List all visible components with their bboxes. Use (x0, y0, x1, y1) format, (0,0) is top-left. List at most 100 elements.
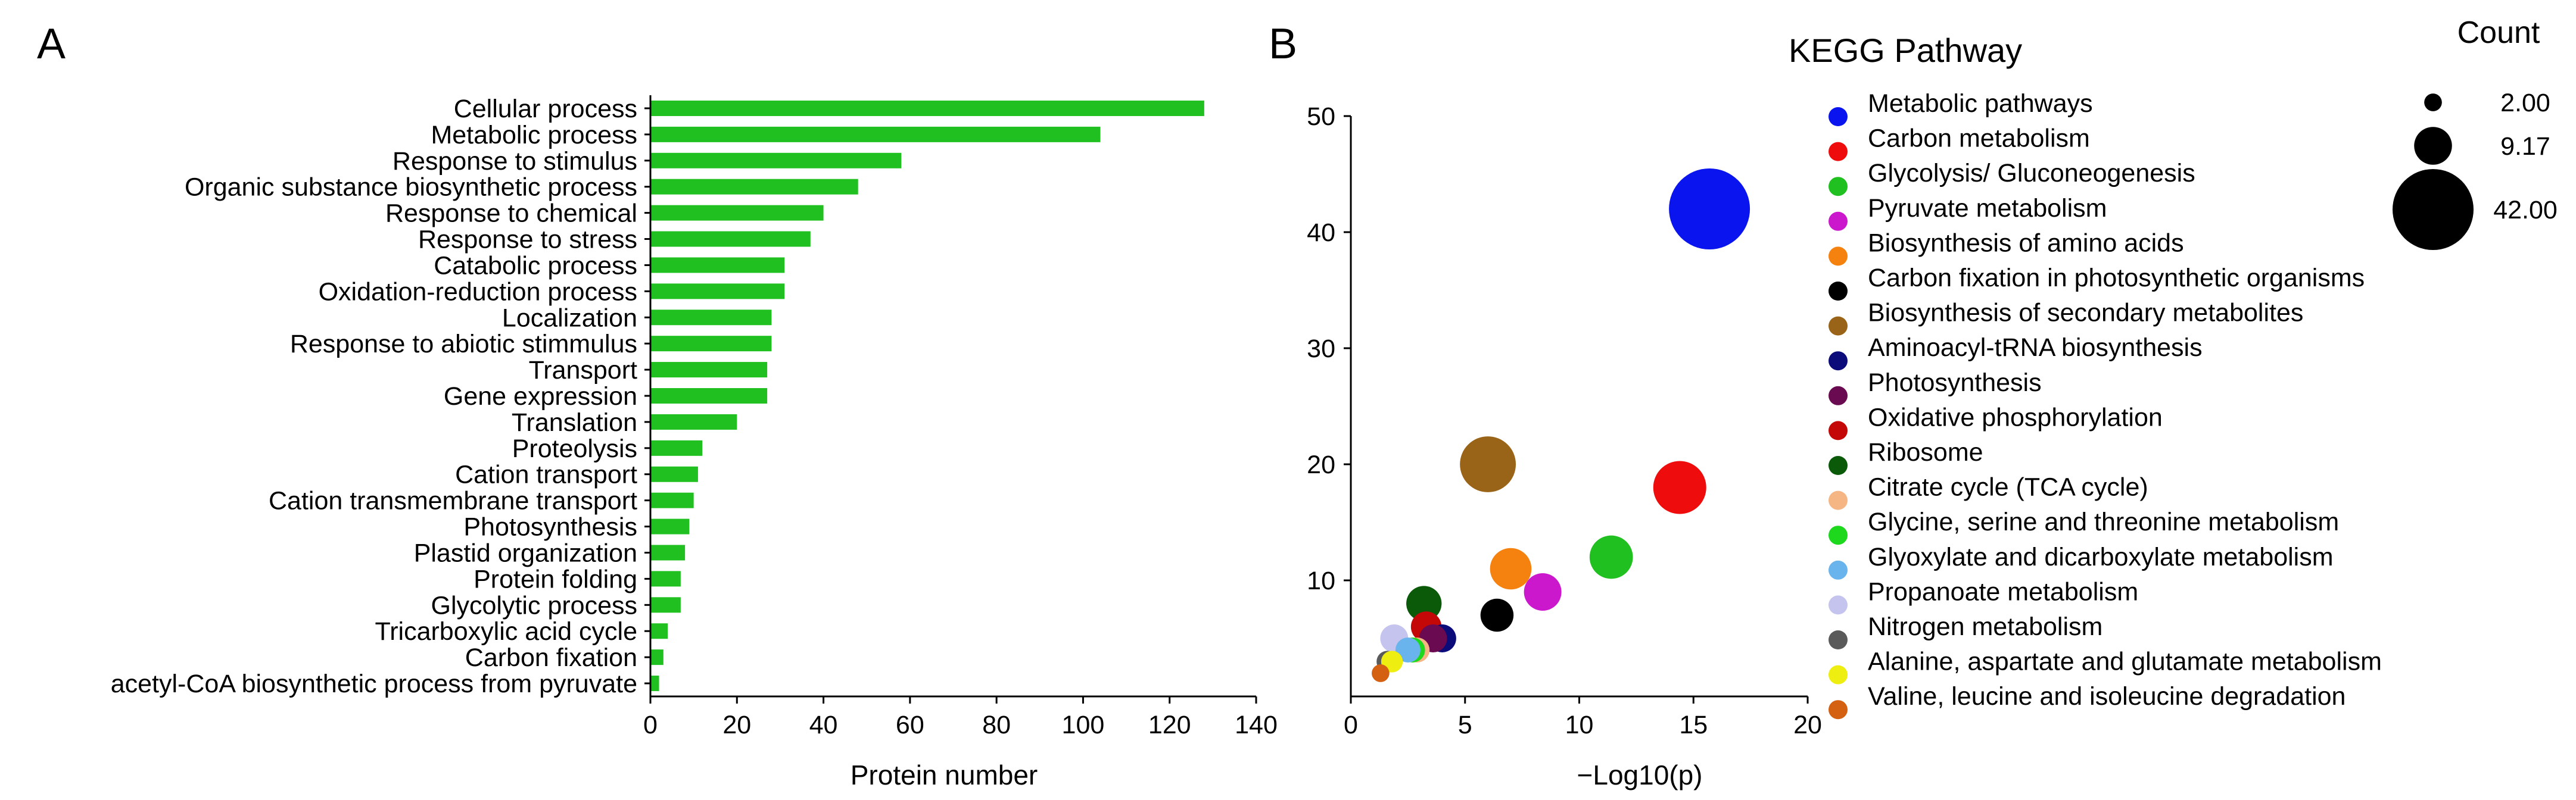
legend-label: Glycolysis/ Gluconeogenesis (1868, 159, 2195, 188)
panel-a-label: A (37, 20, 66, 68)
bar (651, 310, 772, 326)
category-label: Plastid organization (414, 539, 637, 567)
category-label: acetyl-CoA biosynthetic process from pyr… (111, 670, 637, 698)
bubble-point (1490, 548, 1532, 590)
bar (651, 414, 737, 430)
legend-marker (1829, 421, 1848, 440)
count-legend-title: Count (2457, 15, 2540, 50)
panel-b-x-tick-label: 20 (1793, 711, 1822, 739)
panel-a-x-tick-label: 140 (1235, 711, 1278, 739)
category-label: Metabolic process (431, 121, 637, 149)
category-label: Photosynthesis (463, 513, 637, 542)
bubble-point (1395, 638, 1421, 662)
legend-label: Alanine, aspartate and glutamate metabol… (1868, 648, 2382, 676)
size-legend-label: 42.00 (2493, 196, 2558, 224)
panel-b-label: B (1269, 20, 1297, 68)
count-size-legend: 2.00 9.17 42.00 (2393, 89, 2558, 250)
bar (651, 205, 824, 221)
category-label: Response to stimulus (393, 147, 637, 176)
category-label: Cation transmembrane transport (269, 487, 637, 515)
legend-label: Aminoacyl-tRNA biosynthesis (1868, 333, 2203, 362)
category-label: Localization (502, 304, 637, 332)
category-label: Translation (512, 408, 637, 437)
panel-b-bubble-chart: 0 5 10 15 20 10 20 30 40 50 (1307, 102, 1822, 739)
size-legend-circle (2414, 127, 2452, 165)
panel-a-x-tick-label: 20 (722, 711, 751, 739)
panel-a-x-tick-label: 0 (643, 711, 658, 739)
legend-marker (1829, 107, 1848, 126)
legend-marker (1829, 177, 1848, 196)
size-legend-label: 2.00 (2500, 89, 2550, 117)
legend-marker (1829, 700, 1848, 720)
panel-b-y-tick-label: 40 (1307, 218, 1335, 247)
bubble-point (1406, 586, 1442, 621)
bar (651, 257, 785, 273)
legend-marker (1829, 560, 1848, 580)
category-label: Gene expression (444, 382, 637, 411)
category-label: Protein folding (474, 565, 637, 593)
panel-b-y-tick-label: 30 (1307, 335, 1335, 363)
bar (651, 362, 768, 378)
legend-marker (1829, 630, 1848, 649)
bar (651, 571, 681, 587)
legend-label: Nitrogen metabolism (1868, 612, 2102, 641)
panel-a-x-axis-label: Protein number (851, 760, 1038, 790)
legend-label: Biosynthesis of amino acids (1868, 229, 2184, 257)
bar (651, 466, 698, 482)
panel-b-x-tick-label: 5 (1458, 711, 1472, 739)
bubble-point (1669, 168, 1750, 249)
pathway-legend-title: KEGG Pathway (1789, 32, 2022, 69)
category-label: Proteolysis (512, 435, 637, 463)
legend-label: Citrate cycle (TCA cycle) (1868, 473, 2148, 502)
legend-label: Propanoate metabolism (1868, 577, 2138, 606)
legend-marker (1829, 526, 1848, 545)
panel-a-x-tick-label: 100 (1062, 711, 1105, 739)
legend-marker (1829, 211, 1848, 231)
size-legend-circle (2393, 169, 2474, 250)
size-legend-circle (2424, 93, 2442, 111)
legend-marker (1829, 351, 1848, 371)
bar (651, 597, 681, 613)
bar (651, 492, 694, 508)
bar (651, 179, 858, 195)
panel-b-x-tick-label: 15 (1679, 711, 1708, 739)
legend-label: Photosynthesis (1868, 368, 2042, 397)
bar (651, 545, 686, 561)
category-label: Organic substance biosynthetic process (185, 173, 637, 202)
category-label: Response to stress (418, 226, 637, 254)
bar (651, 676, 659, 692)
bar (651, 623, 668, 639)
bar (651, 126, 1101, 142)
panel-a-x-tick-label: 40 (809, 711, 838, 739)
bar (651, 283, 785, 299)
legend-label: Glyoxylate and dicarboxylate metabolism (1868, 543, 2334, 571)
category-label: Carbon fixation (465, 643, 637, 672)
size-legend-label: 9.17 (2500, 132, 2550, 161)
legend-marker (1829, 316, 1848, 336)
category-label: Cation transport (455, 461, 637, 489)
panel-b-y-tick-label: 50 (1307, 102, 1335, 131)
category-label: Catabolic process (434, 251, 637, 280)
panel-a-x-tick-label: 60 (896, 711, 924, 739)
category-label: Oxidation-reduction process (319, 277, 637, 306)
bubble-point (1372, 664, 1390, 682)
legend-label: Glycine, serine and threonine metabolism (1868, 508, 2339, 536)
panel-a-x-tick-label: 80 (982, 711, 1011, 739)
panel-b-x-axis-label: −Log10(p) (1577, 760, 1703, 790)
bar (651, 231, 811, 247)
legend-marker (1829, 142, 1848, 161)
pathway-legend: Metabolic pathways Carbon metabolism Glyco… (1829, 89, 2382, 720)
bubble-point (1524, 573, 1562, 611)
legend-marker (1829, 665, 1848, 685)
category-label: Transport (529, 356, 637, 385)
bar (651, 152, 902, 168)
bubble-point (1460, 436, 1516, 492)
legend-marker (1829, 246, 1848, 266)
bubble-point (1589, 535, 1633, 579)
panel-b-y-tick-label: 10 (1307, 567, 1335, 595)
bar (651, 649, 664, 665)
category-label: Response to chemical (385, 199, 637, 228)
legend-label: Oxidative phosphorylation (1868, 403, 2163, 432)
bar (651, 336, 772, 352)
